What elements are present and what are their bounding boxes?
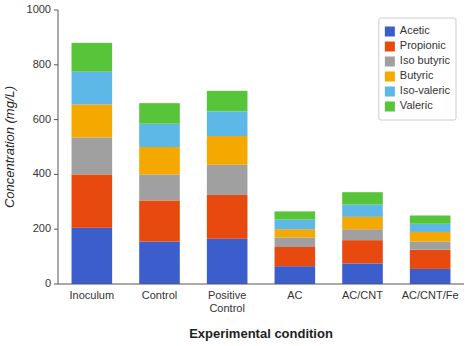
legend-swatch [385,87,395,97]
y-tick-label: 1000 [27,3,51,15]
bar-segment [207,239,248,284]
bar-segment [342,229,383,240]
bar-segment [139,124,180,147]
chart-svg: 02004006008001000InoculumControlPositive… [0,0,474,346]
bar-segment [72,228,113,284]
bar-segment [410,224,451,232]
bar-segment [72,137,113,174]
bar-segment [207,165,248,195]
y-tick [54,174,58,175]
bar-segment [342,192,383,204]
x-tick-label-line: Control [209,302,244,314]
legend-label: Butyric [400,69,434,81]
bar-segment [275,229,316,237]
x-tick-label: PositiveControl [208,289,247,314]
legend-label: Iso-valeric [400,84,451,96]
bar-segment [139,200,180,241]
y-tick-label: 600 [33,113,51,125]
bar-segment [207,111,248,136]
legend-label: Valeric [400,99,433,111]
y-tick [54,10,58,11]
bar-segment [275,220,316,230]
bar-segment [275,211,316,219]
x-tick-label: AC/CNT/Fe [402,289,459,301]
bar-segment [139,147,180,174]
y-axis: 0 200 400 600 800 1000 [27,3,58,289]
legend-label: Iso butyric [400,54,451,66]
x-tick-label: Inoculum [70,289,115,301]
bar-segment [72,174,113,227]
y-tick-label: 800 [33,58,51,70]
bar-segment [207,195,248,239]
bar-segment [342,217,383,229]
bar-segment [275,237,316,247]
x-tick-label: Control [142,289,177,301]
bar-segment [139,174,180,200]
x-tick-label-line: AC/CNT [342,289,383,301]
x-tick-label-line: Positive [208,289,247,301]
x-axis: InoculumControlPositiveControlACAC/CNTAC… [70,289,459,314]
x-tick-label: AC [287,289,302,301]
x-tick-label-line: AC/CNT/Fe [402,289,459,301]
y-axis-line [58,10,59,284]
bar-segment [342,263,383,284]
legend-label: Acetic [400,24,430,36]
y-tick [54,229,58,230]
bar-segment [342,205,383,217]
y-tick-label: 400 [33,167,51,179]
bar-segment [72,43,113,72]
bars [72,43,451,284]
x-axis-title: Experimental condition [189,326,333,341]
legend-swatch [385,42,395,52]
legend-swatch [385,27,395,37]
x-axis-line [58,284,464,285]
bar-segment [410,216,451,224]
legend: Acetic Propionic Iso butyric Butyric Iso-val… [379,18,456,120]
legend-label: Propionic [400,39,446,51]
y-tick [54,64,58,65]
x-tick-label-line: Inoculum [70,289,115,301]
x-tick-label: AC/CNT [342,289,383,301]
x-tick-label-line: Control [142,289,177,301]
bar-segment [139,242,180,284]
bar-segment [410,250,451,269]
y-tick [54,284,58,285]
bar-segment [207,91,248,112]
y-tick-label: 200 [33,222,51,234]
bar-segment [207,136,248,165]
bar-segment [275,247,316,266]
y-tick [54,119,58,120]
legend-box [379,18,456,120]
legend-swatch [385,57,395,67]
bar-segment [342,240,383,263]
bar-segment [410,242,451,250]
chart-container: 02004006008001000InoculumControlPositive… [0,0,474,346]
x-tick-label-line: AC [287,289,302,301]
legend-swatch [385,72,395,82]
legend-swatch [385,102,395,112]
bar-segment [275,266,316,284]
y-tick-label: 0 [45,277,51,289]
bar-segment [72,105,113,138]
bar-segment [72,72,113,105]
bar-segment [139,103,180,124]
bar-segment [410,232,451,242]
y-axis-title: Concentration (mg/L) [2,86,17,208]
bar-segment [410,269,451,284]
